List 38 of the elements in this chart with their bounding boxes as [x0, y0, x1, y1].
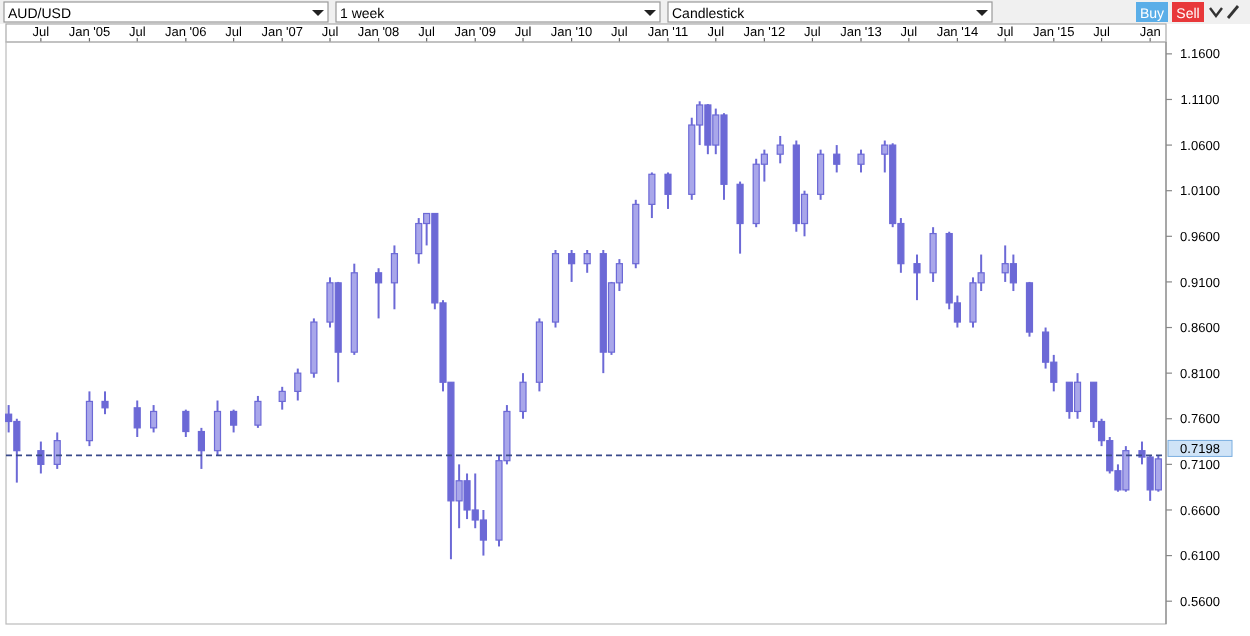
candlestick — [390, 244, 399, 311]
candlestick — [374, 267, 383, 320]
candlestick — [817, 148, 825, 201]
candlestick — [415, 217, 423, 265]
candlestick — [776, 134, 784, 165]
candlestick — [1001, 244, 1009, 283]
candlestick — [1154, 454, 1162, 493]
candlestick — [101, 390, 109, 416]
candlestick — [150, 404, 158, 434]
candlestick — [133, 399, 141, 438]
candlestick — [37, 440, 45, 475]
candlestick — [664, 171, 672, 210]
candlestick — [736, 180, 744, 255]
candlestick — [929, 226, 937, 283]
candlestick — [519, 372, 527, 420]
candlestick — [197, 426, 205, 470]
candlestick — [1009, 253, 1017, 293]
candlestick — [1146, 454, 1154, 502]
candlestick — [182, 408, 190, 438]
candlestick — [294, 367, 302, 402]
candlestick — [479, 508, 488, 557]
candlestick — [833, 144, 841, 174]
candlestick — [1073, 372, 1082, 420]
candlestick — [213, 399, 222, 457]
candlestick — [85, 390, 94, 448]
candlestick — [254, 394, 262, 429]
candlestick — [1122, 445, 1130, 493]
candlestick — [857, 148, 865, 174]
candlestick — [704, 103, 712, 156]
candlestick — [913, 253, 921, 302]
candlestick — [583, 248, 591, 274]
candlestick — [1065, 381, 1073, 420]
candlestick — [568, 248, 576, 283]
candlestick — [278, 385, 286, 411]
candlestick — [463, 472, 471, 521]
candlestick — [648, 171, 656, 220]
candlestick — [53, 431, 61, 470]
candlestick — [230, 408, 238, 434]
